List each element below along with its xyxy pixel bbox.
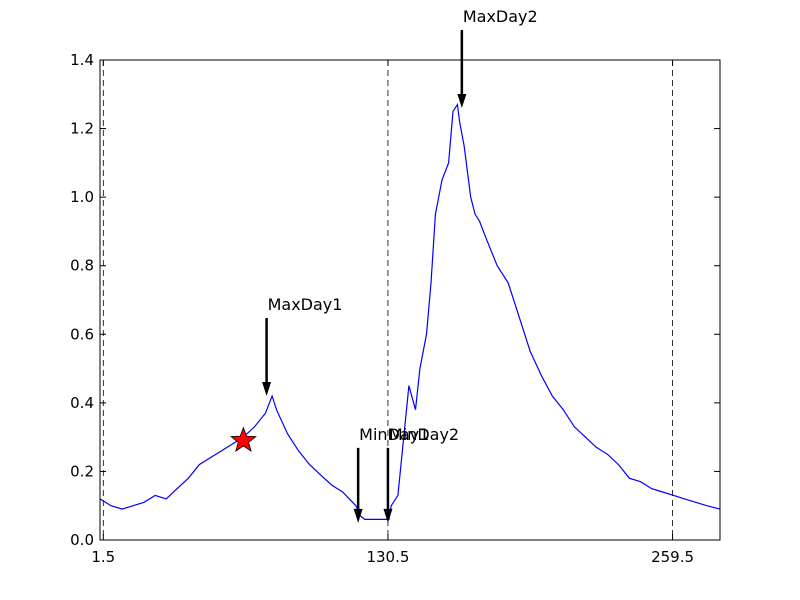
y-tick-label: 0.2 (70, 462, 94, 480)
annotation-arrow-head (262, 382, 272, 396)
annotation-label: MinDay2 (389, 425, 459, 444)
y-tick-label: 1.0 (70, 188, 94, 206)
annotation-label: MinDay1 (359, 425, 429, 444)
annotation-label: MaxDay2 (463, 7, 538, 26)
annotation-arrow-head (353, 508, 363, 523)
plot-area-frame (99, 59, 721, 541)
annotation-arrow-head (383, 508, 393, 523)
marker-group (230, 426, 257, 453)
y-tick-label: 0.4 (70, 394, 94, 412)
x-tick-label: 1.5 (91, 548, 115, 566)
series-line-group (99, 102, 721, 521)
y-tick-label: 0.6 (70, 325, 94, 343)
axis-ticks: 1.5 130.5 259.5 0.0 0.2 0.4 0.6 0.8 1.0 1.2 1.4 (70, 51, 720, 566)
series-line-signal (99, 102, 721, 521)
y-tick-label: 1.4 (70, 51, 94, 69)
y-tick-label: 0.8 (70, 257, 94, 275)
x-tick-label: 259.5 (651, 548, 694, 566)
y-tick-label: 0.0 (70, 531, 94, 549)
y-tick-label: 1.2 (70, 120, 94, 138)
x-tick-label: 130.5 (366, 548, 409, 566)
star-marker (230, 426, 257, 453)
annotation-arrow-head (457, 94, 467, 108)
annotation-label: MaxDay1 (268, 295, 343, 314)
